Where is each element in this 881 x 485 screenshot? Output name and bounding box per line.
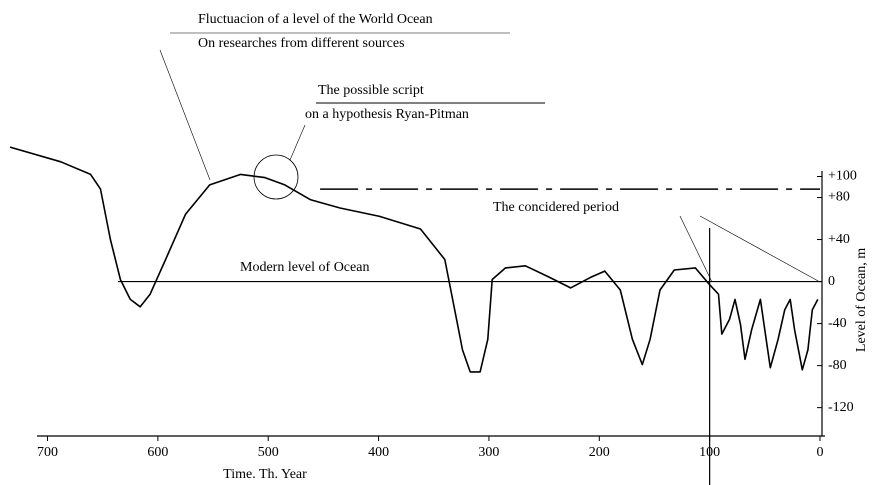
y-tick-label: -40 [828, 316, 847, 331]
sea-level-line [9, 146, 819, 373]
period-label: The concidered period [493, 200, 619, 215]
y-tick-label: -120 [828, 400, 854, 415]
highlight-circle [253, 154, 299, 200]
annotation: Fluctuacion of a level of the World Ocea… [198, 12, 433, 27]
annotation: On researches from different sources [198, 36, 405, 51]
leader-line [699, 215, 821, 283]
y-tick-label: -80 [828, 358, 847, 373]
leader-line [679, 215, 713, 283]
leader-line [289, 124, 306, 161]
y-axis-label: Level of Ocean, m [854, 248, 869, 352]
y-tick-label: +40 [828, 232, 850, 247]
x-tick-label: 200 [589, 445, 610, 460]
leader-line [159, 49, 211, 181]
y-tick-label: +100 [828, 169, 857, 184]
y-tick-label: +80 [828, 190, 850, 205]
x-tick-label: 700 [37, 445, 58, 460]
x-tick-label: 400 [368, 445, 389, 460]
x-tick-label: 300 [478, 445, 499, 460]
x-tick-label: 500 [258, 445, 279, 460]
x-tick-label: 600 [147, 445, 168, 460]
hypothesis-label: The possible script [318, 83, 424, 98]
x-axis-label: Time. Th. Year [223, 467, 307, 482]
reference-label: Modern level of Ocean [240, 260, 369, 275]
y-tick-label: 0 [828, 274, 835, 289]
hypothesis-label: on a hypothesis Ryan-Pitman [305, 107, 469, 122]
x-tick-label: 0 [817, 445, 824, 460]
